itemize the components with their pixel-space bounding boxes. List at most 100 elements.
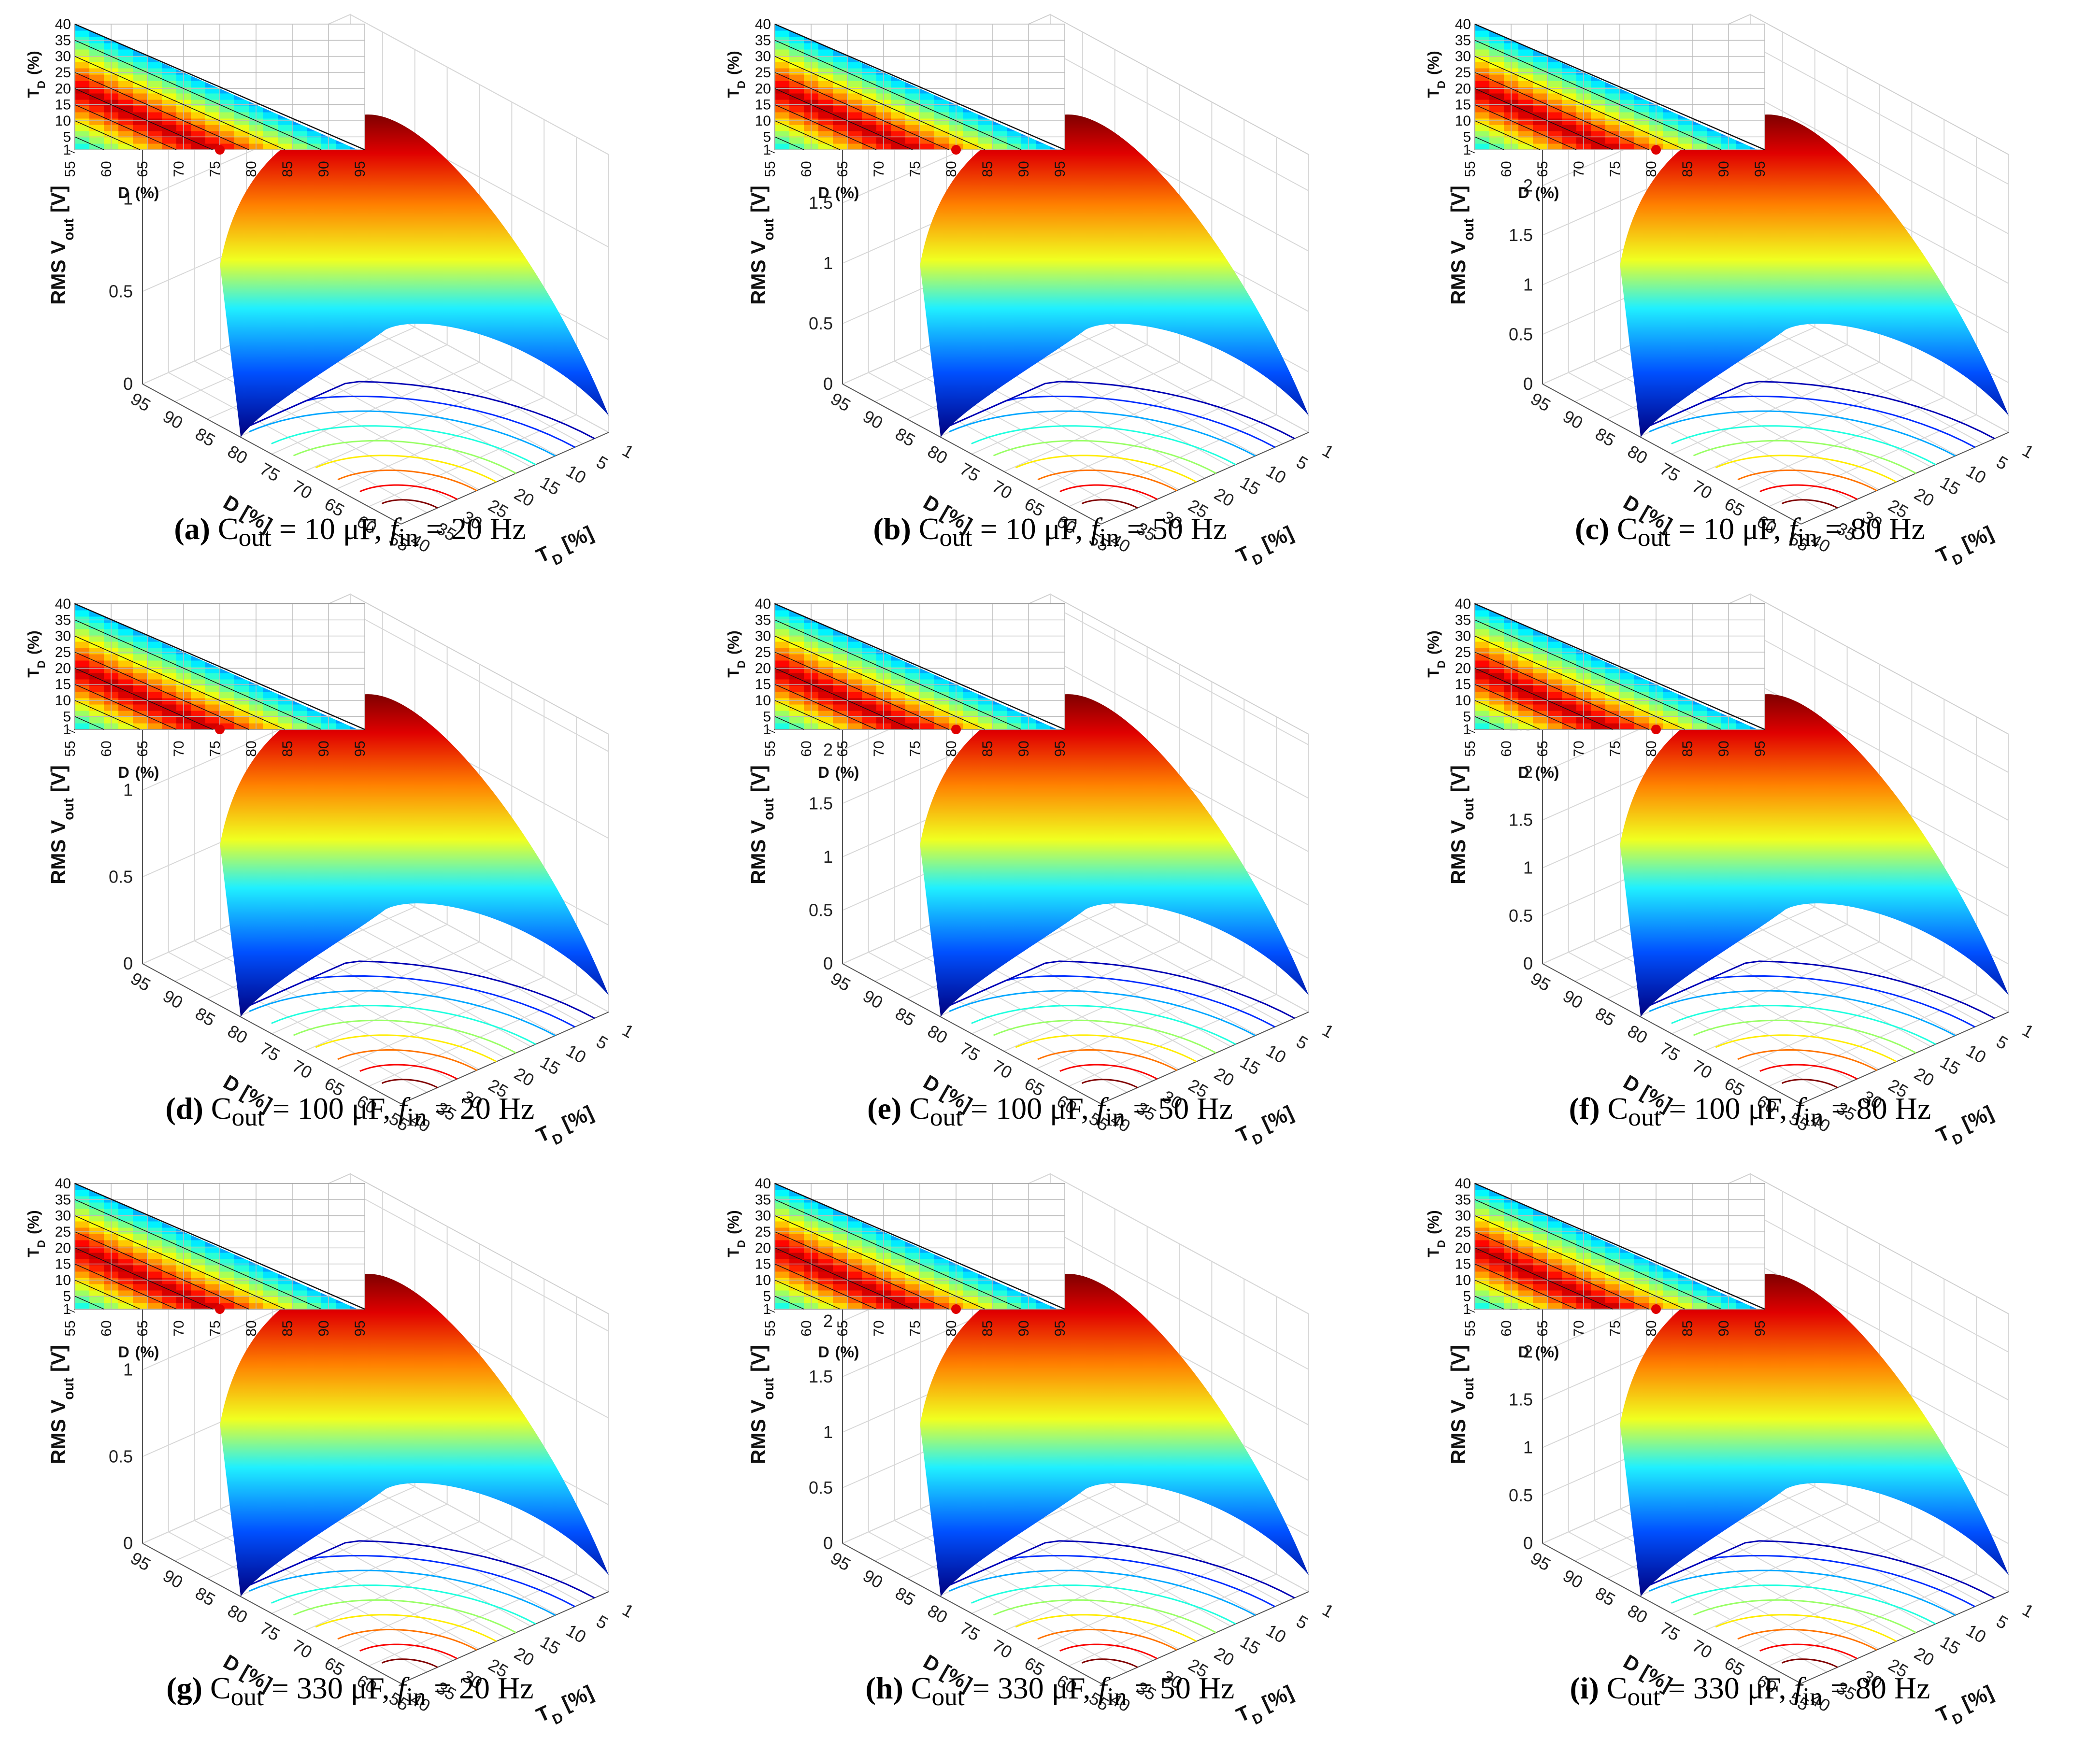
inset-cell [1475, 623, 1490, 629]
inset-x-tick: 95 [1052, 1320, 1068, 1336]
contour-line [1737, 1049, 1877, 1071]
inset-cell [905, 143, 920, 150]
inset-cell [162, 1227, 177, 1234]
inset-cell [1547, 679, 1562, 686]
inset-cell [147, 62, 162, 69]
t-tick-label: 1 [1319, 1020, 1337, 1042]
inset-cell [920, 692, 935, 698]
inset-x-tick: 85 [280, 1320, 296, 1336]
inset-cell [75, 1202, 90, 1209]
contour-line [1649, 410, 1956, 457]
inset-cell [1605, 685, 1620, 692]
c-unit: μF [1742, 512, 1773, 546]
inset-x-tick: 80 [943, 1320, 959, 1336]
d-axis-line [842, 1543, 1101, 1684]
inset-cell [905, 1259, 920, 1266]
inset-cell [118, 81, 133, 87]
inset-cell [934, 717, 949, 724]
inset-cell [147, 698, 162, 705]
c-unit: μF [350, 1671, 382, 1705]
inset-x-tick: 55 [1462, 161, 1478, 177]
inset-cell [1533, 56, 1548, 62]
f-value: 50 [1152, 512, 1183, 546]
inset-cell [147, 654, 162, 661]
z-tick-label: 2 [1523, 762, 1533, 782]
inset-cell [1634, 717, 1649, 724]
inset-cell [336, 1303, 351, 1310]
f-subscript: in [1803, 1102, 1824, 1131]
inset-cell [1663, 1290, 1678, 1297]
inset-mesh-line [74, 1296, 104, 1310]
inset-x-tick: 85 [980, 741, 996, 756]
inset-cell [75, 610, 90, 617]
inset-cell [1663, 137, 1678, 144]
inset-cell [934, 137, 949, 144]
inset-cell [234, 692, 249, 698]
inset-cell [191, 685, 206, 692]
inset-cell [75, 660, 90, 667]
inset-cell [1518, 1284, 1533, 1291]
panel-caption: (h) Cout = 330 μF, fin = 50 Hz [700, 1670, 1400, 1711]
inset-cell [1605, 1265, 1620, 1272]
inset-cell [1707, 137, 1722, 144]
inset-cell [1518, 143, 1533, 150]
inset-cell [205, 685, 220, 692]
inset-x-tick: 55 [762, 741, 778, 756]
inset-cell [775, 87, 790, 94]
c-value: 100 [297, 1091, 344, 1126]
inset-cell [162, 1278, 177, 1284]
inset-mesh-line [74, 700, 141, 730]
inset-cell [862, 1271, 877, 1278]
inset-cell [1547, 1259, 1562, 1266]
inset-cell [1518, 62, 1533, 69]
contour-line [1671, 1005, 1936, 1045]
inset-cell [963, 143, 978, 150]
inset-cell [1489, 629, 1504, 636]
inset-cell [1591, 143, 1606, 150]
inset-cell [833, 1215, 848, 1222]
inset-cell [963, 131, 978, 138]
inset-x-tick: 95 [1752, 741, 1768, 756]
panel-label: (h) [865, 1671, 903, 1705]
inset-cell [775, 49, 790, 56]
inset-cell [292, 143, 307, 150]
inset-x-tick: 85 [1680, 741, 1696, 756]
inset-cell [934, 106, 949, 113]
c-symbol: C [909, 1091, 930, 1126]
inset-cell [1591, 1265, 1606, 1272]
inset-mesh-line [774, 88, 913, 150]
inset-cell [847, 131, 862, 138]
inset-cell [162, 112, 177, 119]
inset-mesh-line [1474, 716, 1504, 730]
inset-cell [1547, 704, 1562, 711]
inset-cell [789, 629, 804, 636]
inset-cell [1475, 93, 1490, 100]
inset-cell [162, 1297, 177, 1303]
inset-cell [162, 131, 177, 138]
inset-cell [278, 711, 293, 717]
inset-cell [89, 87, 104, 94]
inset-cell [1605, 112, 1620, 119]
inset-cell [1620, 118, 1635, 125]
t-tick-label: 5 [1293, 452, 1312, 474]
inset-cell [1489, 1221, 1504, 1228]
inset-cell [1489, 692, 1504, 698]
contour-line [381, 1079, 438, 1088]
inset-cell [978, 118, 993, 125]
inset-cell [278, 125, 293, 131]
contour-line [315, 1614, 497, 1642]
t-tick-label: 1 [1319, 440, 1337, 462]
inset-cell [847, 1227, 862, 1234]
inset-cell [775, 679, 790, 686]
inset-cell [920, 118, 935, 125]
inset-cell [118, 1221, 133, 1228]
inset-cell [234, 1297, 249, 1303]
inset-cell [1605, 1246, 1620, 1253]
inset-cell [818, 679, 833, 686]
inset-mesh-line [74, 668, 213, 730]
inset-cell [89, 1284, 104, 1291]
inset-cell [263, 723, 278, 730]
f-unit: Hz [498, 1671, 534, 1705]
inset-cell [1489, 704, 1504, 711]
subfigure-panel-i: 00.511.522.59590858075706560554035302520… [1400, 1159, 2100, 1739]
